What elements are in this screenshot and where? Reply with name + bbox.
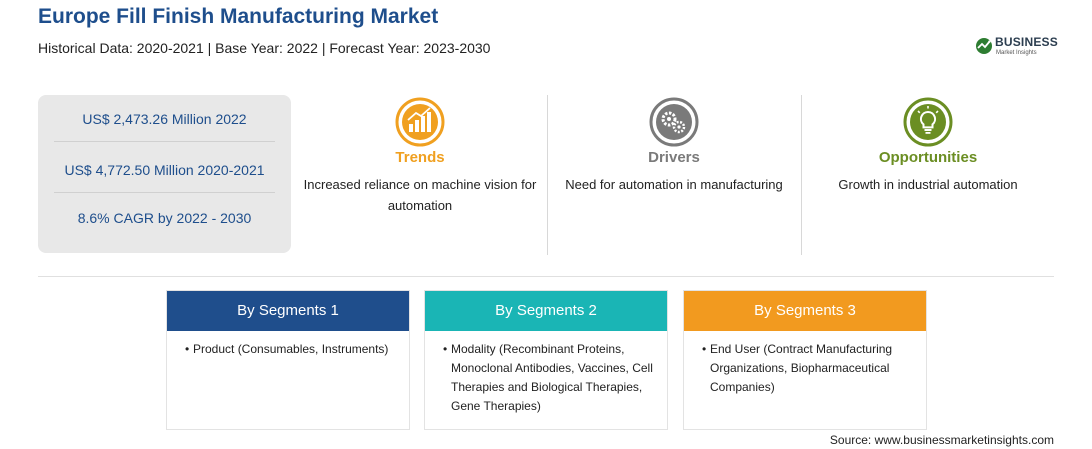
segment-item: End User (Contract Manufacturing Organiz… (702, 340, 916, 397)
stat-market-size-2022: US$ 2,473.26 Million 2022 (82, 111, 247, 127)
section-divider (38, 276, 1054, 277)
page-title: Europe Fill Finish Manufacturing Market (38, 5, 439, 28)
segment-items: End User (Contract Manufacturing Organiz… (684, 331, 926, 397)
market-stats-panel: US$ 2,473.26 Million 2022 US$ 4,772.50 M… (38, 95, 291, 253)
logo-brand: BUSINESS (995, 35, 1058, 49)
feature-label: Trends (395, 149, 445, 166)
stat-historical-value: US$ 4,772.50 Million 2020-2021 (64, 162, 265, 178)
page-subtitle: Historical Data: 2020-2021 | Base Year: … (38, 40, 491, 56)
feature-divider (547, 95, 548, 255)
business-market-insights-logo: BUSINESS Market Insights (975, 33, 1065, 61)
stat-divider (54, 192, 275, 193)
gears-icon (649, 97, 699, 147)
source-note: Source: www.businessmarketinsights.com (829, 433, 1054, 447)
feature-divider (801, 95, 802, 255)
segment-items: Product (Consumables, Instruments) (167, 331, 409, 359)
feature-opportunities: Opportunities Growth in industrial autom… (808, 96, 1048, 195)
stat-cagr: 8.6% CAGR by 2022 - 2030 (77, 210, 252, 226)
feature-drivers: Drivers Need for automation in manufactu… (554, 96, 794, 195)
segment-card-2: By Segments 2 Modality (Recombinant Prot… (424, 290, 668, 430)
segment-header: By Segments 2 (425, 291, 667, 331)
stat-divider (54, 141, 275, 142)
globe-icon (976, 38, 992, 54)
feature-description: Increased reliance on machine vision for… (303, 177, 537, 213)
segment-card-3: By Segments 3 End User (Contract Manufac… (683, 290, 927, 430)
segment-header: By Segments 1 (167, 291, 409, 331)
feature-description: Growth in industrial automation (838, 177, 1018, 192)
segment-items: Modality (Recombinant Proteins, Monoclon… (425, 331, 667, 416)
logo-subtext: Market Insights (996, 50, 1037, 56)
feature-label: Drivers (648, 149, 700, 166)
segment-card-1: By Segments 1 Product (Consumables, Inst… (166, 290, 410, 430)
segment-header: By Segments 3 (684, 291, 926, 331)
feature-trends: Trends Increased reliance on machine vis… (300, 96, 540, 216)
lightbulb-icon (903, 97, 953, 147)
trend-chart-icon (395, 97, 445, 147)
feature-description: Need for automation in manufacturing (565, 177, 783, 192)
feature-label: Opportunities (878, 149, 978, 166)
segment-item: Modality (Recombinant Proteins, Monoclon… (443, 340, 657, 416)
segment-item: Product (Consumables, Instruments) (185, 340, 399, 359)
